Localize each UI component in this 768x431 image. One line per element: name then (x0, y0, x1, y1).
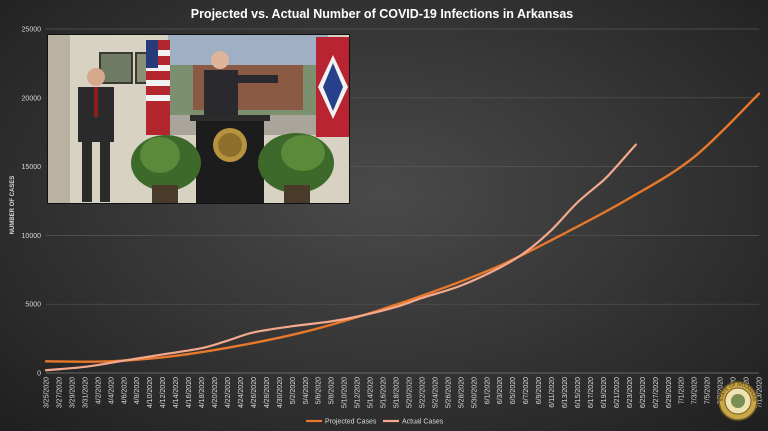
x-tick-label: 6/9/2020 (536, 377, 543, 404)
projected-cases-line (44, 92, 761, 363)
x-tick-label: 7/3/2020 (692, 377, 699, 404)
x-tick-label: 4/12/2020 (160, 377, 167, 408)
series-lines (44, 92, 761, 372)
x-tick-label: 5/26/2020 (445, 377, 452, 408)
x-tick-label: 3/27/2020 (56, 377, 63, 408)
x-tick-label: 5/18/2020 (394, 377, 401, 408)
x-tick-label: 6/15/2020 (575, 377, 582, 408)
legend-label: Projected Cases (325, 419, 377, 426)
arkansas-flag (316, 37, 349, 137)
x-tick-label: 5/12/2020 (355, 377, 362, 408)
x-tick-label: 4/26/2020 (251, 377, 258, 408)
podium (190, 115, 270, 203)
x-tick-label: 5/2/2020 (290, 377, 297, 404)
press-conference-image (48, 35, 349, 203)
x-tick-label: 7/7/2020 (718, 377, 725, 404)
chart-title: Projected vs. Actual Number of COVID-19 … (191, 7, 574, 21)
x-tick-label: 5/16/2020 (381, 377, 388, 408)
x-tick-label: 6/7/2020 (523, 377, 530, 404)
y-tick-label: 5000 (25, 302, 41, 309)
x-tick-label: 5/6/2020 (316, 377, 323, 404)
x-tick-label: 6/25/2020 (640, 377, 647, 408)
y-axis-ticks: 0 5000 10000 15000 20000 25000 (22, 27, 42, 378)
x-tick-label: 6/13/2020 (562, 377, 569, 408)
y-axis-label: NUMBER OF CASES (10, 176, 16, 235)
y-tick-label: 20000 (22, 95, 42, 102)
x-tick-label: 4/4/2020 (108, 377, 115, 404)
x-tick-label: 5/4/2020 (303, 377, 310, 404)
x-tick-label: 6/17/2020 (588, 377, 595, 408)
x-tick-label: 4/8/2020 (134, 377, 141, 404)
x-tick-label: 6/5/2020 (510, 377, 517, 404)
x-tick-label: 5/24/2020 (432, 377, 439, 408)
arkansas-state-seal: STATE OF ARKANSAS (718, 381, 758, 421)
actual-cases-line (44, 143, 637, 372)
x-tick-label: 3/29/2020 (69, 377, 76, 408)
press-conference-video (47, 34, 350, 204)
x-tick-label: 6/19/2020 (601, 377, 608, 408)
x-tick-label: 4/16/2020 (186, 377, 193, 408)
x-tick-label: 6/29/2020 (666, 377, 673, 408)
x-tick-label: 4/22/2020 (225, 377, 232, 408)
us-flag (146, 40, 170, 135)
x-tick-label: 6/27/2020 (653, 377, 660, 408)
x-axis-ticks: 3/25/2020 3/27/2020 3/29/2020 3/31/2020 4/2/… (44, 377, 764, 408)
x-tick-label: 5/8/2020 (329, 377, 336, 404)
x-tick-label: 7/13/2020 (757, 377, 764, 408)
x-tick-label: 5/30/2020 (471, 377, 478, 408)
x-tick-label: 6/3/2020 (497, 377, 504, 404)
x-tick-label: 5/14/2020 (368, 377, 375, 408)
x-tick-label: 7/5/2020 (705, 377, 712, 404)
governor-speaker (204, 51, 278, 120)
x-tick-label: 3/31/2020 (82, 377, 89, 408)
x-tick-label: 6/1/2020 (484, 377, 491, 404)
x-tick-label: 5/22/2020 (419, 377, 426, 408)
y-tick-label: 0 (37, 371, 41, 378)
x-tick-label: 4/20/2020 (212, 377, 219, 408)
y-tick-label: 15000 (22, 164, 42, 171)
y-tick-label: 25000 (22, 27, 42, 34)
x-tick-label: 3/25/2020 (44, 377, 51, 408)
x-tick-label: 4/6/2020 (121, 377, 128, 404)
y-tick-label: 10000 (22, 233, 42, 240)
x-tick-label: 6/11/2020 (549, 377, 556, 408)
x-tick-label: 4/2/2020 (95, 377, 102, 404)
x-tick-label: 4/24/2020 (238, 377, 245, 408)
x-tick-label: 5/20/2020 (406, 377, 413, 408)
x-tick-label: 6/21/2020 (614, 377, 621, 408)
speaker-left (78, 68, 114, 202)
x-tick-label: 4/18/2020 (199, 377, 206, 408)
x-tick-label: 5/28/2020 (458, 377, 465, 408)
plants (131, 133, 334, 203)
x-tick-label: 4/28/2020 (264, 377, 271, 408)
x-tick-label: 7/1/2020 (679, 377, 686, 404)
x-tick-label: 4/10/2020 (147, 377, 154, 408)
x-tick-label: 4/30/2020 (277, 377, 284, 408)
x-tick-label: 6/23/2020 (627, 377, 634, 408)
legend-label: Actual Cases (402, 419, 444, 426)
x-tick-label: 5/10/2020 (342, 377, 349, 408)
legend: Projected Cases Actual Cases (306, 419, 444, 426)
x-tick-label: 4/14/2020 (173, 377, 180, 408)
